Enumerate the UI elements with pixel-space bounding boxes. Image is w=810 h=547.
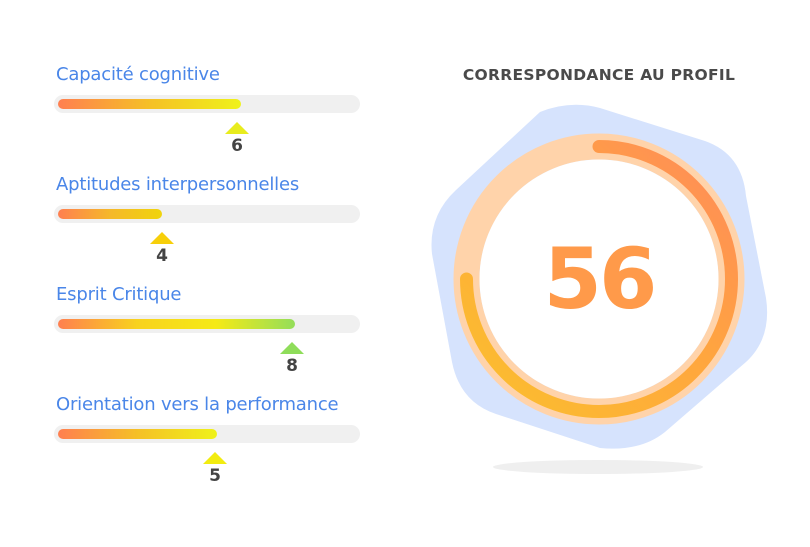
triangle-marker-icon: [150, 232, 174, 244]
skill-label: Capacité cognitive: [56, 64, 220, 85]
skill-bar-fill: [58, 209, 162, 219]
triangle-marker-icon: [225, 122, 249, 134]
skill-bar-track: [54, 425, 360, 443]
gauge-title: CORRESPONDANCE AU PROFIL: [462, 66, 736, 84]
skill-bar-track: [54, 95, 360, 113]
skill-bar-fill: [58, 319, 295, 329]
gauge-progress-arc: [460, 140, 738, 418]
skill-label: Esprit Critique: [56, 284, 182, 305]
skill-score: 8: [286, 356, 298, 376]
triangle-marker-icon: [203, 452, 227, 464]
skill-bar-fill: [58, 429, 217, 439]
skill-score: 6: [231, 136, 243, 156]
skill-label: Orientation vers la performance: [56, 394, 339, 415]
skill-score: 5: [209, 466, 221, 486]
gauge-shadow: [493, 460, 703, 474]
skill-bar-track: [54, 315, 360, 333]
skill-label: Aptitudes interpersonnelles: [56, 174, 300, 195]
skill-score: 4: [156, 246, 168, 266]
skill-bar-fill: [58, 99, 241, 109]
gauge-center: [479, 159, 719, 399]
skill-bar-track: [54, 205, 360, 223]
gauge-value: 56: [543, 230, 658, 328]
triangle-marker-icon: [280, 342, 304, 354]
